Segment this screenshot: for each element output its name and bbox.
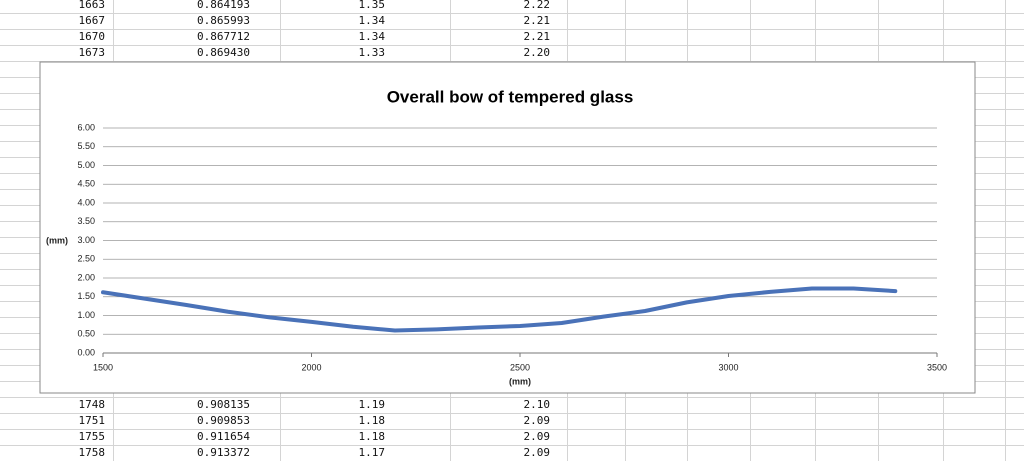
y-tick-label: 4.50 xyxy=(77,179,95,189)
cell: 1.17 xyxy=(359,446,386,459)
cell: 1755 xyxy=(79,430,106,443)
y-tick-label: 2.00 xyxy=(77,272,95,282)
cell: 2.09 xyxy=(524,430,551,443)
y-tick-label: 1.00 xyxy=(77,310,95,320)
cell: 0.909853 xyxy=(197,414,250,427)
cell: 1758 xyxy=(79,446,106,459)
x-tick-label: 2000 xyxy=(301,362,321,372)
cell: 0.908135 xyxy=(197,398,250,411)
cell: 2.20 xyxy=(524,46,551,59)
cell: 2.22 xyxy=(524,0,551,11)
chart-title: Overall bow of tempered glass xyxy=(387,87,634,106)
cell: 1.34 xyxy=(359,30,386,43)
cell: 1667 xyxy=(79,14,106,27)
data-line xyxy=(101,286,898,333)
x-tick-label: 3500 xyxy=(927,362,947,372)
cell: 1751 xyxy=(79,414,106,427)
x-tick-label: 1500 xyxy=(93,362,113,372)
cell: 2.10 xyxy=(524,398,551,411)
cell: 1.18 xyxy=(359,430,386,443)
cell: 0.864193 xyxy=(197,0,250,11)
cell: 0.913372 xyxy=(197,446,250,459)
cell: 1.33 xyxy=(359,46,386,59)
y-tick-label: 1.50 xyxy=(77,291,95,301)
chart-frame xyxy=(39,61,976,394)
y-tick-label: 2.50 xyxy=(77,254,95,264)
cell: 2.21 xyxy=(524,14,551,27)
y-axis-label: (mm) xyxy=(46,235,68,245)
cell: 0.911654 xyxy=(197,430,250,443)
cell: 1748 xyxy=(79,398,106,411)
cell: 0.865993 xyxy=(197,14,250,27)
cell: 2.09 xyxy=(524,446,551,459)
x-tick-label: 2500 xyxy=(510,362,530,372)
x-axis-label: (mm) xyxy=(509,376,531,386)
cell: 1.34 xyxy=(359,14,386,27)
x-tick-label: 3000 xyxy=(718,362,738,372)
y-tick-label: 0.50 xyxy=(77,329,95,339)
y-tick-label: 3.50 xyxy=(77,216,95,226)
cell: 1673 xyxy=(79,46,106,59)
cell: 1670 xyxy=(79,30,106,43)
cell: 1.35 xyxy=(359,0,386,11)
y-tick-label: 6.00 xyxy=(77,122,95,132)
y-tick-label: 4.00 xyxy=(77,197,95,207)
cell: 1.18 xyxy=(359,414,386,427)
cell: 0.869430 xyxy=(197,46,250,59)
y-tick-label: 5.50 xyxy=(77,141,95,151)
y-tick-label: 5.00 xyxy=(77,160,95,170)
cell: 0.867712 xyxy=(197,30,250,43)
cell: 1.19 xyxy=(359,398,386,411)
y-tick-label: 0.00 xyxy=(77,347,95,357)
y-tick-label: 3.00 xyxy=(77,235,95,245)
cell: 2.09 xyxy=(524,414,551,427)
cell: 2.21 xyxy=(524,30,551,43)
cell: 1663 xyxy=(79,0,106,11)
